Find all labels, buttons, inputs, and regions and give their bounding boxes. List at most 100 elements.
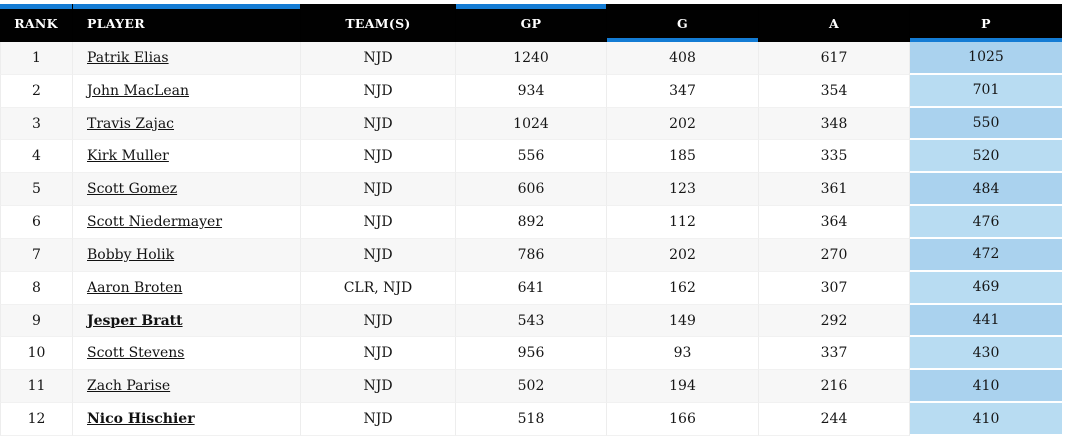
p-cell: 484 <box>910 173 1062 207</box>
player-cell: John MacLean <box>73 74 301 108</box>
g-cell: 185 <box>607 140 759 174</box>
column-header-player[interactable]: PLAYER <box>73 4 301 42</box>
player-link[interactable]: Zach Parise <box>87 378 171 395</box>
player-link[interactable]: Scott Niedermayer <box>87 214 223 231</box>
player-link[interactable]: Travis Zajac <box>87 115 175 132</box>
column-header-label: A <box>829 16 839 31</box>
teams-cell: NJD <box>301 74 456 108</box>
column-header-teams[interactable]: TEAM(S) <box>301 4 456 42</box>
p-cell: 410 <box>910 370 1062 404</box>
column-header-label: GP <box>520 16 542 31</box>
g-cell: 166 <box>607 403 759 436</box>
column-header-g[interactable]: G <box>607 4 759 42</box>
p-cell: 520 <box>910 140 1062 174</box>
g-cell: 347 <box>607 74 759 108</box>
p-cell: 1025 <box>910 42 1062 75</box>
g-cell: 123 <box>607 173 759 207</box>
a-cell: 307 <box>759 271 910 305</box>
player-cell: Bobby Holik <box>73 238 301 272</box>
gp-cell: 892 <box>456 206 607 239</box>
player-link[interactable]: Scott Gomez <box>87 181 178 198</box>
rank-cell: 2 <box>0 74 73 108</box>
player-link[interactable]: Patrik Elias <box>87 49 169 66</box>
player-cell: Aaron Broten <box>73 271 301 305</box>
teams-cell: NJD <box>301 206 456 239</box>
g-cell: 194 <box>607 370 759 404</box>
player-cell: Patrik Elias <box>73 42 301 75</box>
table-row: 10 Scott Stevens NJD 956 93 337 430 <box>0 337 1062 371</box>
column-header-label: TEAM(S) <box>345 16 411 31</box>
rank-cell: 10 <box>0 337 73 371</box>
a-cell: 354 <box>759 74 910 108</box>
teams-cell: NJD <box>301 403 456 436</box>
sort-accent-bottom <box>73 38 300 42</box>
p-cell: 472 <box>910 238 1062 272</box>
player-link[interactable]: Scott Stevens <box>87 345 185 362</box>
stats-table: RANK PLAYER TEAM(S) GP G A <box>0 4 1062 436</box>
column-header-label: G <box>677 16 688 31</box>
table-row: 9 Jesper Bratt NJD 543 149 292 441 <box>0 304 1062 338</box>
a-cell: 617 <box>759 42 910 75</box>
sort-accent-bottom <box>759 38 909 42</box>
g-cell: 112 <box>607 206 759 239</box>
gp-cell: 956 <box>456 337 607 371</box>
player-link[interactable]: Nico Hischier <box>87 411 195 428</box>
p-cell: 430 <box>910 337 1062 371</box>
column-header-p[interactable]: P <box>910 4 1062 42</box>
column-header-label: RANK <box>14 16 58 31</box>
p-cell: 469 <box>910 271 1062 305</box>
player-link[interactable]: Kirk Muller <box>87 148 169 165</box>
teams-cell: NJD <box>301 140 456 174</box>
g-cell: 93 <box>607 337 759 371</box>
a-cell: 364 <box>759 206 910 239</box>
player-link[interactable]: Jesper Bratt <box>87 312 183 329</box>
p-cell: 550 <box>910 107 1062 141</box>
sort-accent-top <box>73 4 300 9</box>
a-cell: 292 <box>759 304 910 338</box>
sort-accent-top <box>456 4 606 9</box>
rank-cell: 1 <box>0 42 73 75</box>
table-row: 2 John MacLean NJD 934 347 354 701 <box>0 74 1062 108</box>
g-cell: 202 <box>607 107 759 141</box>
gp-cell: 1240 <box>456 42 607 75</box>
table-header: RANK PLAYER TEAM(S) GP G A <box>0 4 1062 42</box>
player-link[interactable]: Bobby Holik <box>87 246 175 263</box>
sort-accent-top <box>759 4 909 9</box>
teams-cell: NJD <box>301 238 456 272</box>
column-header-a[interactable]: A <box>759 4 910 42</box>
table-row: 8 Aaron Broten CLR, NJD 641 162 307 469 <box>0 271 1062 305</box>
player-cell: Travis Zajac <box>73 107 301 141</box>
column-header-label: P <box>981 16 991 31</box>
gp-cell: 556 <box>456 140 607 174</box>
player-cell: Scott Gomez <box>73 173 301 207</box>
player-link[interactable]: John MacLean <box>87 82 189 99</box>
player-link[interactable]: Aaron Broten <box>87 279 183 296</box>
gp-cell: 641 <box>456 271 607 305</box>
gp-cell: 543 <box>456 304 607 338</box>
rank-cell: 7 <box>0 238 73 272</box>
teams-cell: NJD <box>301 337 456 371</box>
sort-accent-bottom <box>301 38 455 42</box>
a-cell: 270 <box>759 238 910 272</box>
sort-accent-top <box>607 4 758 9</box>
gp-cell: 606 <box>456 173 607 207</box>
table-row: 6 Scott Niedermayer NJD 892 112 364 476 <box>0 206 1062 239</box>
sort-accent-bottom <box>607 38 758 42</box>
sort-accent-top <box>0 4 72 9</box>
p-cell: 441 <box>910 304 1062 338</box>
player-cell: Zach Parise <box>73 370 301 404</box>
player-cell: Nico Hischier <box>73 403 301 436</box>
column-header-gp[interactable]: GP <box>456 4 607 42</box>
column-header-rank[interactable]: RANK <box>0 4 73 42</box>
gp-cell: 518 <box>456 403 607 436</box>
g-cell: 162 <box>607 271 759 305</box>
rank-cell: 6 <box>0 206 73 239</box>
gp-cell: 786 <box>456 238 607 272</box>
rank-cell: 11 <box>0 370 73 404</box>
table-row: 1 Patrik Elias NJD 1240 408 617 1025 <box>0 42 1062 75</box>
p-cell: 701 <box>910 74 1062 108</box>
rank-cell: 5 <box>0 173 73 207</box>
table-row: 7 Bobby Holik NJD 786 202 270 472 <box>0 238 1062 272</box>
g-cell: 408 <box>607 42 759 75</box>
g-cell: 149 <box>607 304 759 338</box>
